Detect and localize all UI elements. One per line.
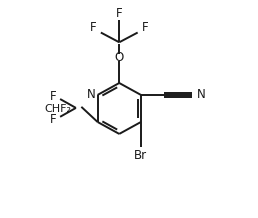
Text: O: O bbox=[115, 51, 124, 64]
Text: Br: Br bbox=[134, 149, 148, 162]
Text: CHF₂: CHF₂ bbox=[45, 104, 72, 114]
Text: F: F bbox=[50, 113, 57, 126]
Text: F: F bbox=[90, 21, 97, 34]
Text: F: F bbox=[142, 21, 148, 34]
Text: N: N bbox=[197, 89, 206, 101]
Text: F: F bbox=[116, 7, 123, 20]
Text: F: F bbox=[50, 90, 57, 103]
Text: N: N bbox=[87, 89, 96, 101]
